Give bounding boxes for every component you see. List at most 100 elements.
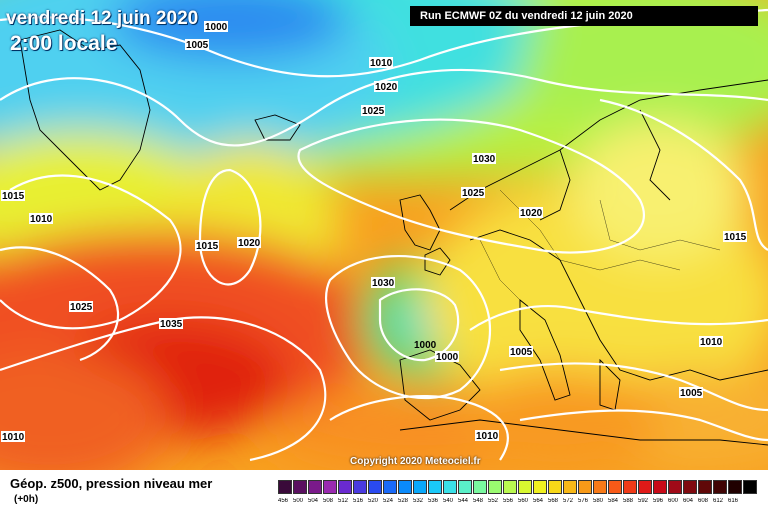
scale-swatch <box>608 480 622 494</box>
scale-tick: 536 <box>428 498 439 504</box>
scale-tick: 592 <box>638 498 649 504</box>
weather-map: 1000 1005 1010 1020 1025 1030 1025 1020 1015 1010… <box>0 0 768 470</box>
coastlines <box>19 29 768 446</box>
scale-tick: 572 <box>563 498 574 504</box>
date-title: vendredi 12 juin 2020 <box>6 8 199 29</box>
isobar-label: 1005 <box>680 388 703 399</box>
scale-tick: 508 <box>323 498 334 504</box>
isobar-label: 1010 <box>370 58 393 69</box>
isobar-label: 1005 <box>510 347 533 358</box>
isobar-label-bg <box>435 351 459 362</box>
scale-tick: 612 <box>713 498 724 504</box>
isobars <box>0 8 768 462</box>
scale-tick: 520 <box>368 498 379 504</box>
scale-tick: 524 <box>383 498 394 504</box>
isobar-labels: 1000 1005 1010 1020 1025 1030 1025 1020 1015 1010… <box>1 21 747 443</box>
isobar-label-bg <box>195 240 219 251</box>
scale-swatch <box>563 480 577 494</box>
isobar-label-bg <box>699 336 723 347</box>
scale-swatch <box>458 480 472 494</box>
scale-swatch <box>503 480 517 494</box>
scale-tick: 576 <box>578 498 589 504</box>
scale-tick: 588 <box>623 498 634 504</box>
isobar-label-bg <box>723 231 747 242</box>
scale-swatch <box>698 480 712 494</box>
isobar-label-bg <box>159 318 183 329</box>
scale-tick: 548 <box>473 498 484 504</box>
isobar-label: 1015 <box>196 241 219 252</box>
scale-swatch <box>533 480 547 494</box>
scale-tick: 564 <box>533 498 544 504</box>
isobar-label-bg <box>1 190 25 201</box>
color-scale <box>278 480 758 494</box>
scale-swatch <box>368 480 382 494</box>
isobar-label: 1025 <box>70 302 93 313</box>
isobar-label: 1020 <box>375 82 398 93</box>
isobar-label-bg <box>374 81 398 92</box>
isobar-label-bg <box>69 301 93 312</box>
isobar-label: 1030 <box>372 278 395 289</box>
isobar-label-bg <box>519 207 543 218</box>
scale-tick: 616 <box>728 498 739 504</box>
isobar-label: 1015 <box>724 232 747 243</box>
scale-swatch <box>548 480 562 494</box>
isobar-label: 1010 <box>476 431 499 442</box>
scale-tick: 552 <box>488 498 499 504</box>
isobar-label-bg <box>29 213 53 224</box>
run-label: Run ECMWF 0Z du vendredi 12 juin 2020 <box>410 6 758 26</box>
scale-tick: 560 <box>518 498 529 504</box>
scale-swatch <box>353 480 367 494</box>
isobar-label: 1025 <box>362 106 385 117</box>
isobar-label: 1005 <box>186 40 209 51</box>
scale-tick: 600 <box>668 498 679 504</box>
scale-tick: 584 <box>608 498 619 504</box>
scale-swatch <box>488 480 502 494</box>
isobar-label-bg <box>461 187 485 198</box>
scale-swatch <box>293 480 307 494</box>
scale-tick: 604 <box>683 498 694 504</box>
scale-swatch <box>308 480 322 494</box>
isobar-label: 1030 <box>473 154 496 165</box>
scale-swatch <box>473 480 487 494</box>
scale-swatch <box>623 480 637 494</box>
isobar-label-bg <box>369 57 393 68</box>
scale-swatch <box>428 480 442 494</box>
isobar-label-bg <box>237 237 261 248</box>
time-title: 2:00 locale <box>10 32 118 55</box>
scale-swatch <box>683 480 697 494</box>
isobar-label-bg <box>371 277 395 288</box>
low-center-marker: 1000 <box>414 340 437 351</box>
scale-swatch <box>743 480 757 494</box>
isobar-label-bg <box>1 431 25 442</box>
isobar-label-bg <box>472 153 496 164</box>
scale-swatch <box>578 480 592 494</box>
isobar-label-bg <box>679 387 703 398</box>
scale-swatch <box>383 480 397 494</box>
scale-swatch <box>728 480 742 494</box>
isobar-label: 1010 <box>2 432 25 443</box>
isobar-label: 1010 <box>30 214 53 225</box>
scale-tick: 500 <box>293 498 304 504</box>
isobar-label-bg <box>475 430 499 441</box>
scale-tick: 568 <box>548 498 559 504</box>
scale-swatch <box>638 480 652 494</box>
scale-swatch <box>413 480 427 494</box>
scale-tick: 596 <box>653 498 664 504</box>
copyright: Copyright 2020 Meteociel.fr <box>350 456 481 467</box>
isobar-label: 1020 <box>238 238 261 249</box>
low-center-label: 1000 <box>414 340 437 351</box>
legend-footer: Géop. z500, pression niveau mer (+0h) 45… <box>0 470 768 512</box>
scale-swatch <box>518 480 532 494</box>
scale-swatch <box>278 480 292 494</box>
scale-swatch <box>443 480 457 494</box>
scale-swatch <box>323 480 337 494</box>
scale-swatch <box>668 480 682 494</box>
scale-tick: 556 <box>503 498 514 504</box>
scale-tick: 528 <box>398 498 409 504</box>
scale-tick: 544 <box>458 498 469 504</box>
isobar-label: 1010 <box>700 337 723 348</box>
isobar-label: 1015 <box>2 191 25 202</box>
scale-swatch <box>713 480 727 494</box>
isobar-label-bg <box>509 346 533 357</box>
color-scale-ticks: 456 500 504 508 512 516 520 524 528 532 536 540 544 5… <box>278 498 743 504</box>
